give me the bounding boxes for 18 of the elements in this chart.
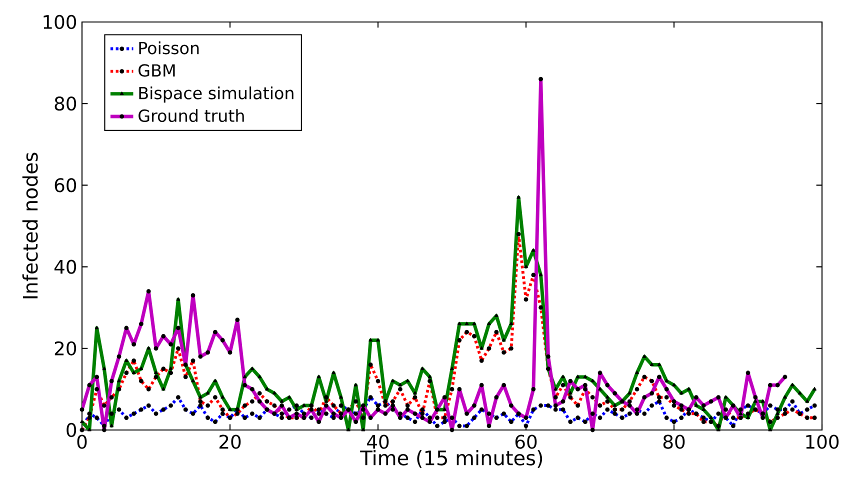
y-tick-label: 20: [54, 341, 76, 356]
y-tick-label: 100: [44, 14, 76, 30]
y-tick-label: 80: [54, 96, 76, 111]
x-axis-title: Time (15 minutes): [360, 450, 542, 468]
legend-label: GBM: [138, 64, 175, 77]
y-tick-label: 0: [66, 422, 76, 438]
y-tick-label: 40: [54, 260, 76, 274]
x-tick-label: 80: [663, 434, 685, 449]
x-tick-label: 100: [806, 434, 839, 449]
legend-label: Poisson: [139, 41, 199, 54]
x-tick-label: 20: [219, 434, 241, 449]
legend-label: Ground truth: [138, 109, 244, 122]
y-axis-title: Infected nodes: [22, 152, 38, 298]
legend-label: Bispace simulation: [139, 86, 294, 103]
x-tick-label: 40: [367, 434, 389, 449]
y-tick-label: 60: [54, 178, 76, 192]
x-tick-label: 0: [77, 434, 87, 449]
x-tick-label: 60: [515, 434, 537, 449]
